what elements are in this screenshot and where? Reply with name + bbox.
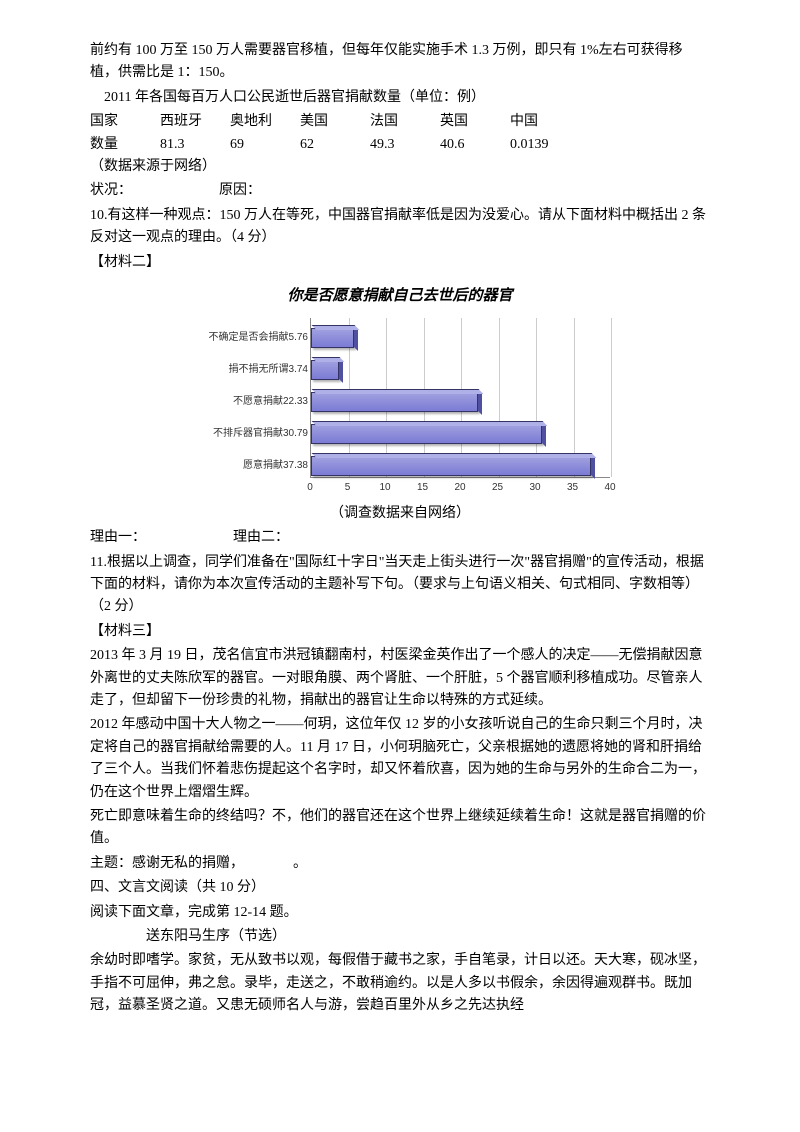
reason-label: 原因：: [219, 183, 261, 198]
x-tick-label: 15: [417, 480, 428, 496]
td-china: 0.0139: [510, 134, 580, 156]
x-tick-label: 20: [454, 480, 465, 496]
survey-chart: 你是否愿意捐献自己去世后的器官 0 5 10 15 20 25 30 35 40 不确定是否会捐献…: [180, 284, 620, 498]
th-spain: 西班牙: [160, 111, 230, 133]
chart-plot-area: 0 5 10 15 20 25 30 35 40 不确定是否会捐献5.76 捐不捐无所谓3.74 不愿…: [180, 318, 620, 498]
td-spain: 81.3: [160, 134, 230, 156]
chart-bar: [311, 328, 354, 348]
y-category-label: 不排斥器官捐献30.79: [178, 429, 308, 439]
material-3-label: 【材料三】: [90, 621, 710, 643]
x-tick-label: 35: [567, 480, 578, 496]
reason-2-label: 理由二：: [233, 530, 289, 545]
reasons-line: 理由一： 理由二：: [90, 527, 710, 549]
table-data-row: 数量 81.3 69 62 49.3 40.6 0.0139: [90, 134, 710, 156]
chart-source-note: （调查数据来自网络）: [90, 503, 710, 525]
chart-bar: [311, 424, 542, 444]
th-china: 中国: [510, 111, 580, 133]
th-austria: 奥地利: [230, 111, 300, 133]
material-2-label: 【材料二】: [90, 252, 710, 274]
chart-bar: [311, 456, 591, 476]
y-category-label: 不愿意捐献22.33: [178, 397, 308, 407]
x-tick-label: 10: [379, 480, 390, 496]
material-3-p2: 2012 年感动中国十大人物之一——何玥，这位年仅 12 岁的小女孩听说自己的生…: [90, 714, 710, 804]
reason-1-label: 理由一：: [90, 530, 146, 545]
y-category-label: 捐不捐无所谓3.74: [178, 365, 308, 375]
material-3-p1: 2013 年 3 月 19 日，茂名信宜市洪冠镇翻南村，村医梁金英作出了一个感人…: [90, 645, 710, 712]
passage-title: 送东阳马生序（节选）: [90, 926, 710, 948]
status-reason-line: 状况： 原因：: [90, 180, 710, 202]
td-usa: 62: [300, 134, 370, 156]
td-label: 数量: [90, 134, 160, 156]
status-label: 状况：: [90, 183, 132, 198]
table-caption: 2011 年各国每百万人口公民逝世后器官捐献数量（单位：例）: [90, 87, 710, 109]
x-tick-label: 25: [492, 480, 503, 496]
chart-bar: [311, 392, 478, 412]
question-11: 11.根据以上调查，同学们准备在"国际红十字日"当天走上街头进行一次"器官捐赠"…: [90, 552, 710, 619]
x-tick-label: 40: [604, 480, 615, 496]
td-uk: 40.6: [440, 134, 510, 156]
reading-instruction: 阅读下面文章，完成第 12-14 题。: [90, 902, 710, 924]
th-usa: 美国: [300, 111, 370, 133]
td-austria: 69: [230, 134, 300, 156]
section-4-title: 四、文言文阅读（共 10 分）: [90, 877, 710, 899]
x-tick-label: 5: [345, 480, 351, 496]
chart-title: 你是否愿意捐献自己去世后的器官: [180, 284, 620, 308]
data-source-note: （数据来源于网络）: [90, 156, 710, 178]
paragraph-intro: 前约有 100 万至 150 万人需要器官移植，但每年仅能实施手术 1.3 万例…: [90, 40, 710, 85]
x-tick-label: 0: [307, 480, 313, 496]
theme-line: 主题：感谢无私的捐赠， 。: [90, 853, 710, 875]
material-3-p3: 死亡即意味着生命的终结吗？不，他们的器官还在这个世界上继续延续着生命！这就是器官…: [90, 806, 710, 851]
y-category-label: 愿意捐献37.38: [178, 461, 308, 471]
td-france: 49.3: [370, 134, 440, 156]
y-category-label: 不确定是否会捐献5.76: [178, 333, 308, 343]
table-header-row: 国家 西班牙 奥地利 美国 法国 英国 中国: [90, 111, 710, 133]
x-tick-label: 30: [529, 480, 540, 496]
th-france: 法国: [370, 111, 440, 133]
th-uk: 英国: [440, 111, 510, 133]
th-country: 国家: [90, 111, 160, 133]
question-10: 10.有这样一种观点：150 万人在等死，中国器官捐献率低是因为没爱心。请从下面…: [90, 205, 710, 250]
chart-bar: [311, 360, 339, 380]
passage-body: 余幼时即嗜学。家贫，无从致书以观，每假借于藏书之家，手自笔录，计日以还。天大寒，…: [90, 950, 710, 1017]
